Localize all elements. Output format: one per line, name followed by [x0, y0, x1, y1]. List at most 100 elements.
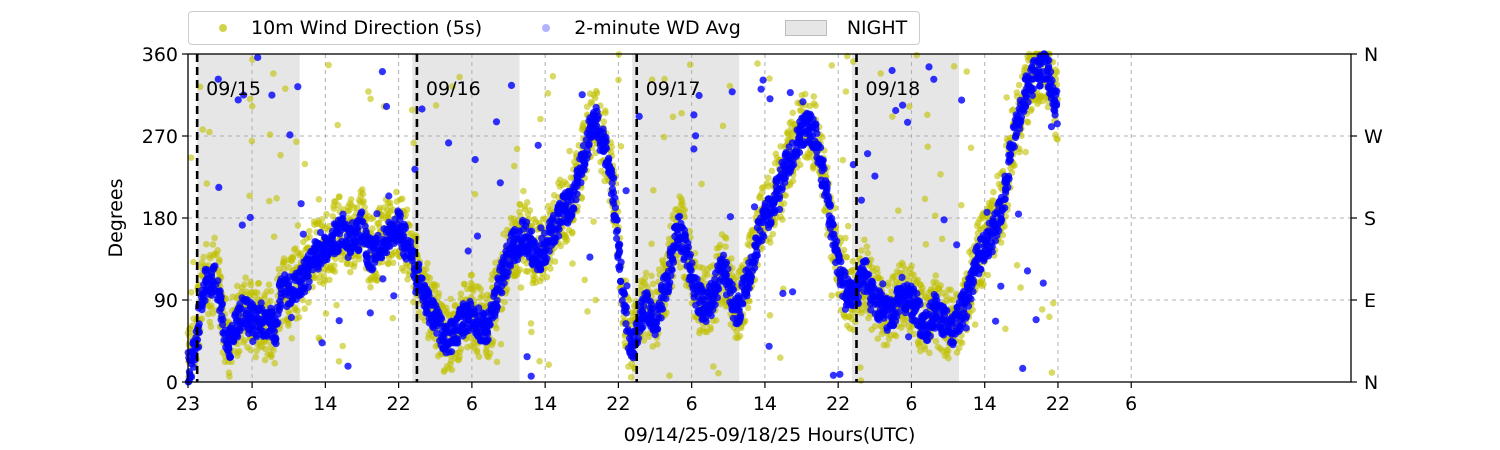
- data-point: [932, 338, 940, 345]
- data-point: [266, 197, 273, 205]
- data-point: [607, 165, 615, 174]
- data-point: [759, 231, 767, 239]
- data-point: [912, 304, 920, 313]
- data-point: [812, 125, 820, 133]
- data-point: [393, 188, 400, 196]
- data-point: [322, 310, 330, 317]
- data-point: [895, 207, 902, 214]
- data-point: [913, 51, 920, 59]
- data-point: [216, 287, 224, 295]
- data-point: [364, 260, 372, 268]
- data-point: [704, 271, 711, 279]
- data-point: [235, 324, 243, 332]
- data-point: [635, 112, 643, 120]
- data-point: [1017, 284, 1024, 291]
- data-point: [711, 301, 719, 309]
- data-point: [795, 134, 803, 142]
- data-point: [906, 103, 913, 110]
- data-point: [651, 322, 659, 330]
- data-point: [666, 279, 674, 287]
- data-point: [236, 347, 243, 355]
- data-point: [921, 345, 929, 353]
- data-point: [885, 279, 892, 287]
- data-point: [235, 311, 243, 319]
- data-point: [272, 340, 280, 348]
- data-point: [516, 266, 524, 273]
- data-point: [440, 344, 449, 352]
- data-point: [858, 247, 865, 254]
- data-point: [1046, 313, 1053, 321]
- data-point: [592, 114, 600, 122]
- data-point: [271, 334, 279, 342]
- data-point: [648, 272, 655, 280]
- series-2min-avg: [184, 50, 1061, 386]
- data-point: [967, 144, 975, 152]
- data-point: [819, 133, 826, 141]
- data-point: [493, 325, 500, 332]
- data-point: [407, 238, 415, 246]
- data-point: [758, 184, 766, 192]
- data-point: [273, 195, 280, 202]
- data-point: [688, 259, 696, 267]
- data-point: [569, 204, 577, 212]
- data-point: [304, 283, 312, 291]
- data-point: [565, 226, 573, 234]
- data-point: [728, 88, 736, 96]
- data-point: [624, 344, 632, 352]
- data-point: [1022, 148, 1029, 156]
- data-point: [331, 268, 339, 275]
- data-point: [479, 292, 486, 299]
- data-point: [384, 260, 392, 268]
- data-point: [899, 262, 907, 269]
- data-point: [587, 98, 595, 106]
- data-point: [261, 345, 269, 353]
- data-point: [850, 326, 857, 334]
- data-point: [877, 322, 885, 330]
- data-point: [1010, 106, 1017, 113]
- data-point: [842, 88, 850, 95]
- data-point: [215, 183, 223, 191]
- data-point: [750, 203, 759, 211]
- data-point: [408, 106, 416, 114]
- data-point: [880, 341, 888, 349]
- data-point: [326, 276, 333, 284]
- data-point: [475, 304, 483, 312]
- data-point: [537, 224, 545, 232]
- data-point: [841, 268, 849, 276]
- data-point: [590, 218, 597, 225]
- data-point: [955, 344, 963, 352]
- data-point: [612, 228, 621, 236]
- data-point: [542, 258, 550, 266]
- data-point: [566, 147, 573, 155]
- data-point: [799, 98, 807, 106]
- data-point: [242, 274, 249, 282]
- data-point: [289, 253, 297, 260]
- data-point: [198, 315, 206, 323]
- data-point: [286, 131, 294, 139]
- data-point: [698, 180, 705, 188]
- data-point: [335, 358, 343, 365]
- data-point: [857, 364, 864, 371]
- data-point: [949, 296, 957, 304]
- data-point: [218, 312, 226, 320]
- data-point: [437, 350, 444, 358]
- data-point: [828, 214, 836, 223]
- data-point: [873, 265, 881, 272]
- data-point: [924, 143, 931, 150]
- data-point: [537, 115, 544, 123]
- data-point: [320, 280, 327, 287]
- data-point: [433, 282, 441, 289]
- data-point: [722, 235, 730, 242]
- data-point: [710, 363, 717, 370]
- data-point: [777, 213, 784, 220]
- data-point: [863, 243, 871, 250]
- data-point: [759, 76, 767, 84]
- data-point: [305, 299, 312, 306]
- data-point: [585, 140, 593, 148]
- data-point: [212, 280, 220, 289]
- data-point: [725, 279, 733, 287]
- data-point: [415, 309, 423, 316]
- data-point: [1048, 369, 1056, 376]
- data-point: [899, 101, 907, 109]
